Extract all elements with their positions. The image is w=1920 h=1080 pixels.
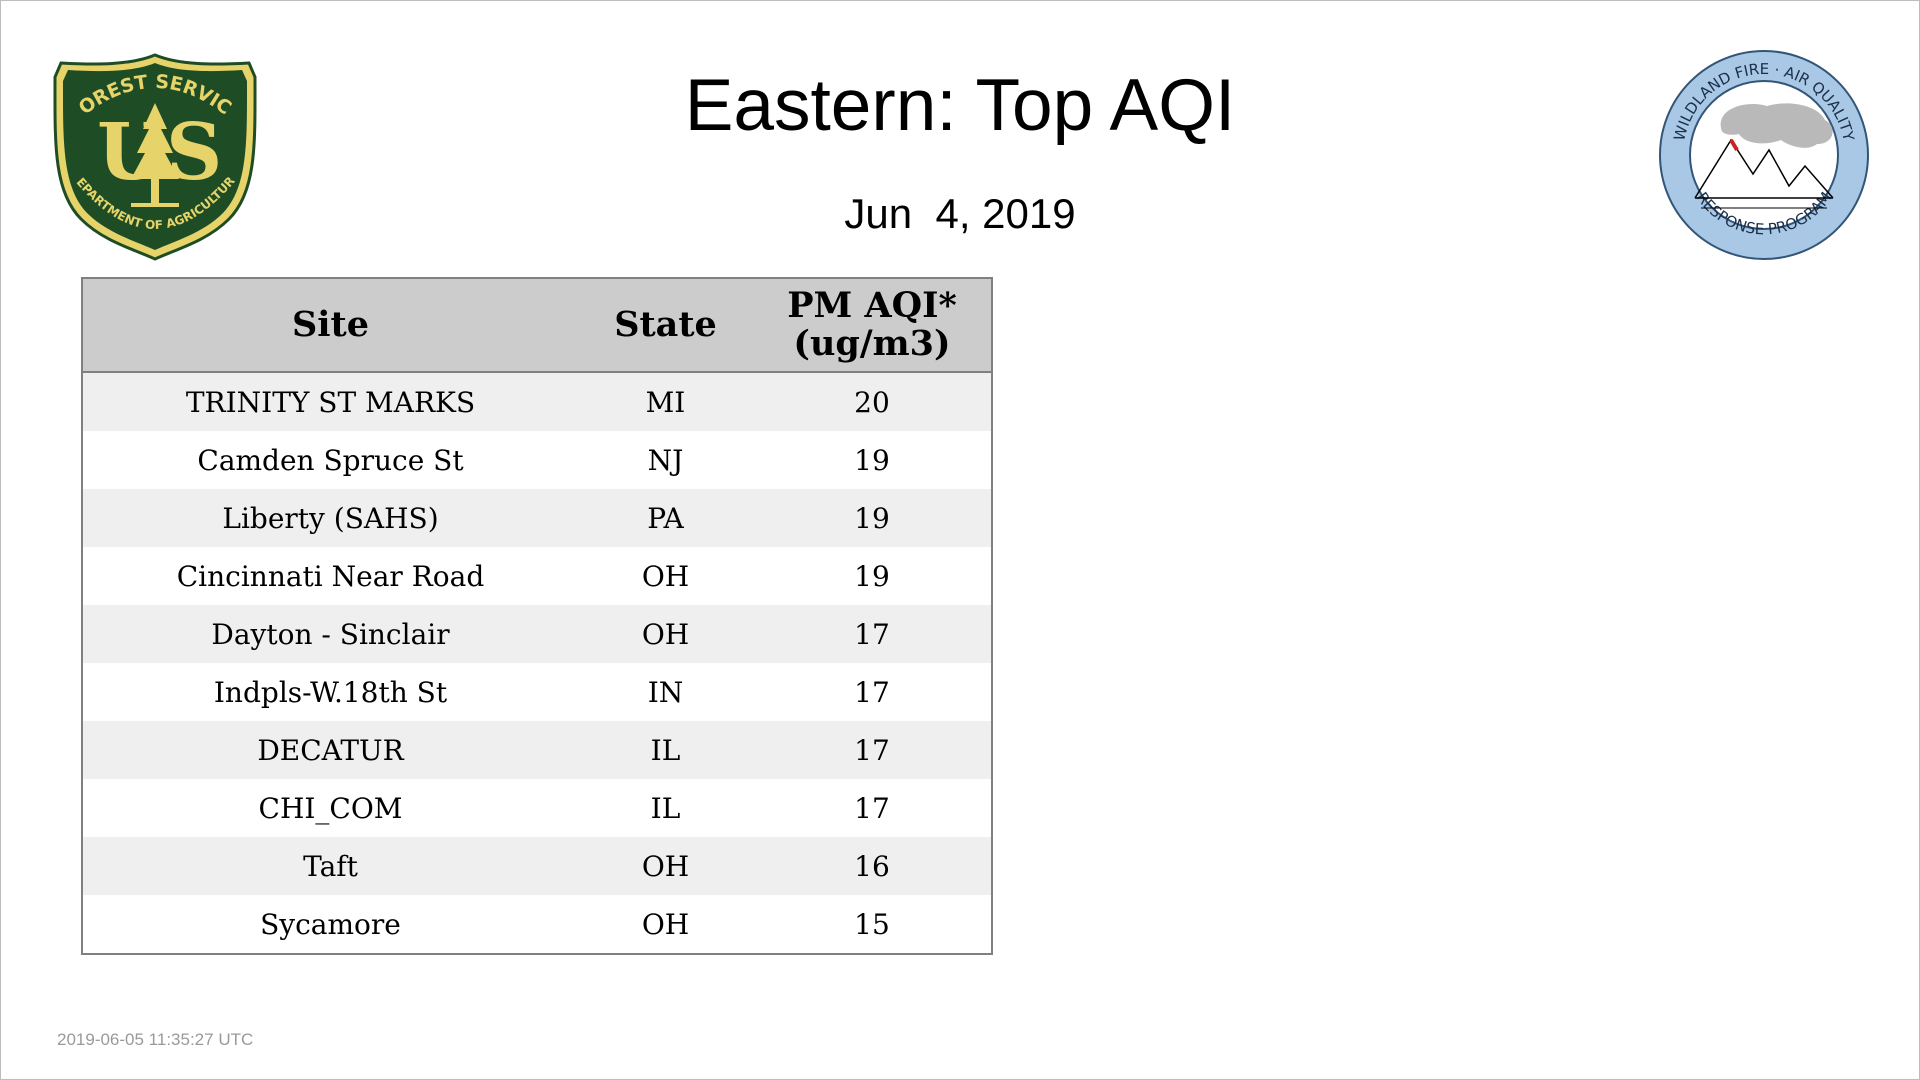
column-header-site: Site [291,304,369,345]
site-cell: Cincinnati Near Road [176,559,485,593]
column-header-pm-aqi-line2: (ug/m3) [793,323,951,364]
table-row: Indpls-W.18th St IN 17 [83,663,991,721]
forest-service-logo: FOREST SERVICE U S DEPARTMENT OF AGRICUL… [45,34,259,261]
table-row: TRINITY ST MARKS MI 20 [83,372,991,431]
aqi-cell: 17 [854,733,890,767]
state-cell: IN [647,675,684,709]
aqi-cell: 19 [854,443,890,477]
aqi-table-container: Site State PM AQI* (ug/m3) TRINITY ST MA… [81,277,993,955]
table-row: DECATUR IL 17 [83,721,991,779]
table-header-row: Site State PM AQI* (ug/m3) [83,279,991,372]
site-cell: Taft [303,849,358,883]
aqi-cell: 17 [854,791,890,825]
aqi-cell: 19 [854,559,890,593]
table-row: Cincinnati Near Road OH 19 [83,547,991,605]
svg-text:S: S [166,107,222,198]
site-cell: Dayton - Sinclair [211,617,450,651]
site-cell: Liberty (SAHS) [222,501,439,535]
report-date: Jun 4, 2019 [844,190,1076,237]
state-cell: OH [641,617,690,651]
column-header-pm-aqi: PM AQI* (ug/m3) [753,279,991,372]
column-header-pm-aqi-line1: PM AQI* [787,285,957,326]
aqi-cell: 15 [854,907,890,941]
aqi-cell: 19 [854,501,890,535]
state-cell: NJ [647,443,684,477]
generated-timestamp: 2019-06-05 11:35:27 UTC [57,1030,254,1049]
column-header-state: State [614,304,717,345]
table-row: Sycamore OH 15 [83,895,991,953]
aqi-cell: 16 [854,849,890,883]
state-cell: OH [641,849,690,883]
site-cell: TRINITY ST MARKS [185,385,476,419]
state-cell: OH [641,907,690,941]
site-cell: DECATUR [257,733,404,767]
site-cell: Sycamore [260,907,401,941]
table-row: Taft OH 16 [83,837,991,895]
forest-service-shield-icon: FOREST SERVICE U S DEPARTMENT OF AGRICUL… [45,34,257,261]
state-cell: MI [645,385,686,419]
table-row: Dayton - Sinclair OH 17 [83,605,991,663]
state-cell: PA [647,501,684,535]
aqi-cell: 20 [854,385,890,419]
table-row: Liberty (SAHS) PA 19 [83,489,991,547]
aqi-cell: 17 [854,675,890,709]
aqi-cell: 17 [854,617,890,651]
table-row: Camden Spruce St NJ 19 [83,431,991,489]
state-cell: OH [641,559,690,593]
state-cell: IL [650,791,681,825]
site-cell: CHI_COM [258,791,403,825]
site-cell: Indpls-W.18th St [213,675,448,709]
site-cell: Camden Spruce St [197,443,464,477]
aqi-table: Site State PM AQI* (ug/m3) TRINITY ST MA… [83,279,991,953]
page-title: Eastern: Top AQI [684,65,1236,146]
wildland-fire-air-quality-logo: WILDLAND FIRE · AIR QUALITY RESPONSE PRO… [1657,48,1871,262]
state-cell: IL [650,733,681,767]
table-row: CHI_COM IL 17 [83,779,991,837]
wildland-fire-badge-icon: WILDLAND FIRE · AIR QUALITY RESPONSE PRO… [1659,50,1869,260]
